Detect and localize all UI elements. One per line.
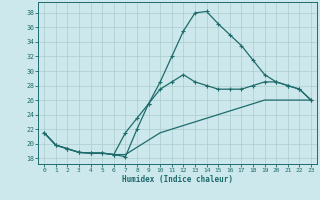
X-axis label: Humidex (Indice chaleur): Humidex (Indice chaleur) [122, 175, 233, 184]
